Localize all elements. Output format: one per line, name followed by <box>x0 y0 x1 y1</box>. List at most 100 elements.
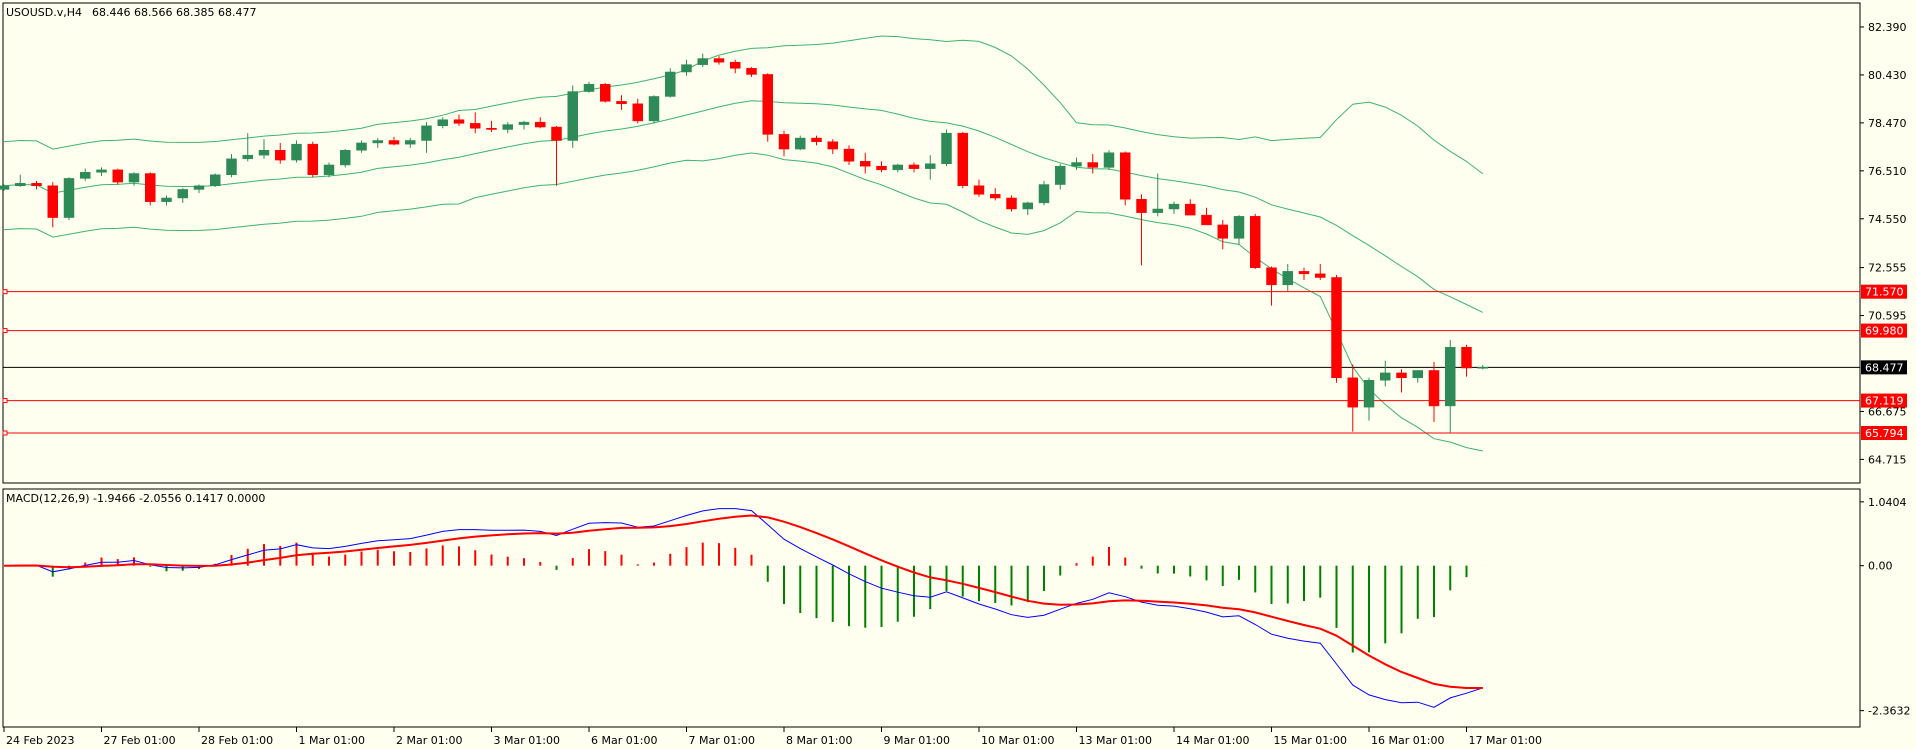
candle-body <box>518 121 530 125</box>
macd-histogram <box>19 542 1484 653</box>
candle-body <box>307 143 318 175</box>
candle-body <box>892 164 903 171</box>
candle-body <box>600 83 611 102</box>
candle-body <box>275 150 286 161</box>
level-price-label: 71.570 <box>1865 286 1904 299</box>
candle-body <box>1477 367 1488 369</box>
macd-tick-label: 1.0404 <box>1868 496 1907 509</box>
ohlc-readout: 68.446 68.566 68.385 68.477 <box>92 6 256 19</box>
candle-body <box>421 125 432 141</box>
level-price-tag <box>1861 425 1907 440</box>
candle-body <box>291 143 302 161</box>
time-tick-label: 7 Mar 01:00 <box>689 734 755 747</box>
candle-body <box>1445 346 1456 407</box>
candle-body <box>1038 184 1050 204</box>
candle-body <box>1347 377 1358 408</box>
candle-body <box>860 161 871 167</box>
candle-body <box>0 185 10 190</box>
candle-body <box>1380 372 1391 381</box>
time-tick-label: 27 Feb 01:00 <box>104 734 176 747</box>
candle-body <box>583 83 595 92</box>
candle-body <box>957 132 968 187</box>
candle-body <box>1396 372 1407 379</box>
price-axis: 82.390 80.430 78.470 76.510 74.550 72.555 70.5… <box>1860 21 1910 718</box>
price-tick-label: 64.715 <box>1868 453 1907 466</box>
candle-body <box>1461 346 1472 369</box>
candle-body <box>648 96 660 122</box>
time-tick-label: 8 Mar 01:00 <box>786 734 852 747</box>
candle-body <box>876 165 887 171</box>
candle-body <box>551 126 562 141</box>
candle-body <box>1120 152 1131 200</box>
candle-body <box>730 61 741 69</box>
candle-body <box>323 164 335 175</box>
candlestick-series <box>0 53 1488 433</box>
candle-body <box>941 132 952 164</box>
candle-body <box>990 194 1001 199</box>
time-tick-label: 10 Mar 01:00 <box>981 734 1054 747</box>
candle-body <box>128 173 140 183</box>
candle-body <box>486 128 497 130</box>
time-tick-label: 24 Feb 2023 <box>6 734 74 747</box>
candle-body <box>210 174 221 187</box>
candle-body <box>470 123 481 129</box>
candle-body <box>15 183 26 187</box>
candle-body <box>340 150 351 166</box>
macd-signal-line <box>3 514 1483 689</box>
candle-body <box>356 142 367 151</box>
macd-tick-label: -2.3632 <box>1868 705 1910 718</box>
candle-body <box>1412 370 1423 379</box>
candle-body <box>1168 203 1180 210</box>
candle-body <box>681 64 692 73</box>
candle-body <box>1282 271 1293 286</box>
candle-body <box>226 158 237 175</box>
candle-body <box>242 154 253 160</box>
candle-body <box>827 141 838 150</box>
level-anchor <box>2 430 8 436</box>
candle-body <box>795 137 806 150</box>
macd-panel-frame <box>2 488 1861 728</box>
candle-body <box>112 169 123 183</box>
price-tick-label: 74.550 <box>1868 213 1907 226</box>
level-price-label: 69.980 <box>1865 325 1904 338</box>
candle-body <box>1136 198 1147 213</box>
candle-body <box>177 189 188 199</box>
current-price-tag <box>1861 360 1907 375</box>
level-anchor <box>2 289 8 295</box>
level-price-label: 67.119 <box>1865 395 1904 408</box>
candle-body <box>762 74 773 135</box>
macd-title: MACD(12,26,9) -1.9466 -2.0556 0.1417 0.0… <box>6 492 265 505</box>
price-tick-label: 78.470 <box>1868 117 1907 130</box>
time-tick-label: 9 Mar 01:00 <box>884 734 950 747</box>
candle-body <box>1331 277 1342 379</box>
candle-body <box>1185 203 1196 216</box>
candle-body <box>502 124 513 130</box>
candle-body <box>1217 224 1228 239</box>
candle-body <box>258 150 270 156</box>
price-tick-label: 66.675 <box>1868 405 1907 418</box>
candle-body <box>1006 197 1017 210</box>
candle-body <box>405 140 416 145</box>
candle-body <box>1298 271 1310 275</box>
time-tick-label: 6 Mar 01:00 <box>591 734 657 747</box>
band-lower-line <box>3 152 1483 452</box>
price-tick-label: 76.510 <box>1868 165 1907 178</box>
candle-body <box>843 148 855 162</box>
candle-body <box>80 172 91 179</box>
candle-body <box>713 58 725 63</box>
symbol-title: USOUSD.v,H4 <box>6 6 82 19</box>
candle-body <box>372 140 383 144</box>
candle-body <box>1233 216 1245 239</box>
candle-body <box>778 134 790 150</box>
time-tick-label: 2 Mar 01:00 <box>396 734 462 747</box>
candle-body <box>665 71 676 97</box>
price-tick-label: 82.390 <box>1868 21 1907 34</box>
candle-body <box>1022 202 1033 210</box>
price-tick-label: 72.555 <box>1868 262 1907 275</box>
candle-body <box>1071 162 1082 167</box>
candle-body <box>1201 214 1212 226</box>
time-tick-label: 1 Mar 01:00 <box>299 734 365 747</box>
time-tick-label: 13 Mar 01:00 <box>1079 734 1152 747</box>
candle-body <box>1428 370 1440 407</box>
